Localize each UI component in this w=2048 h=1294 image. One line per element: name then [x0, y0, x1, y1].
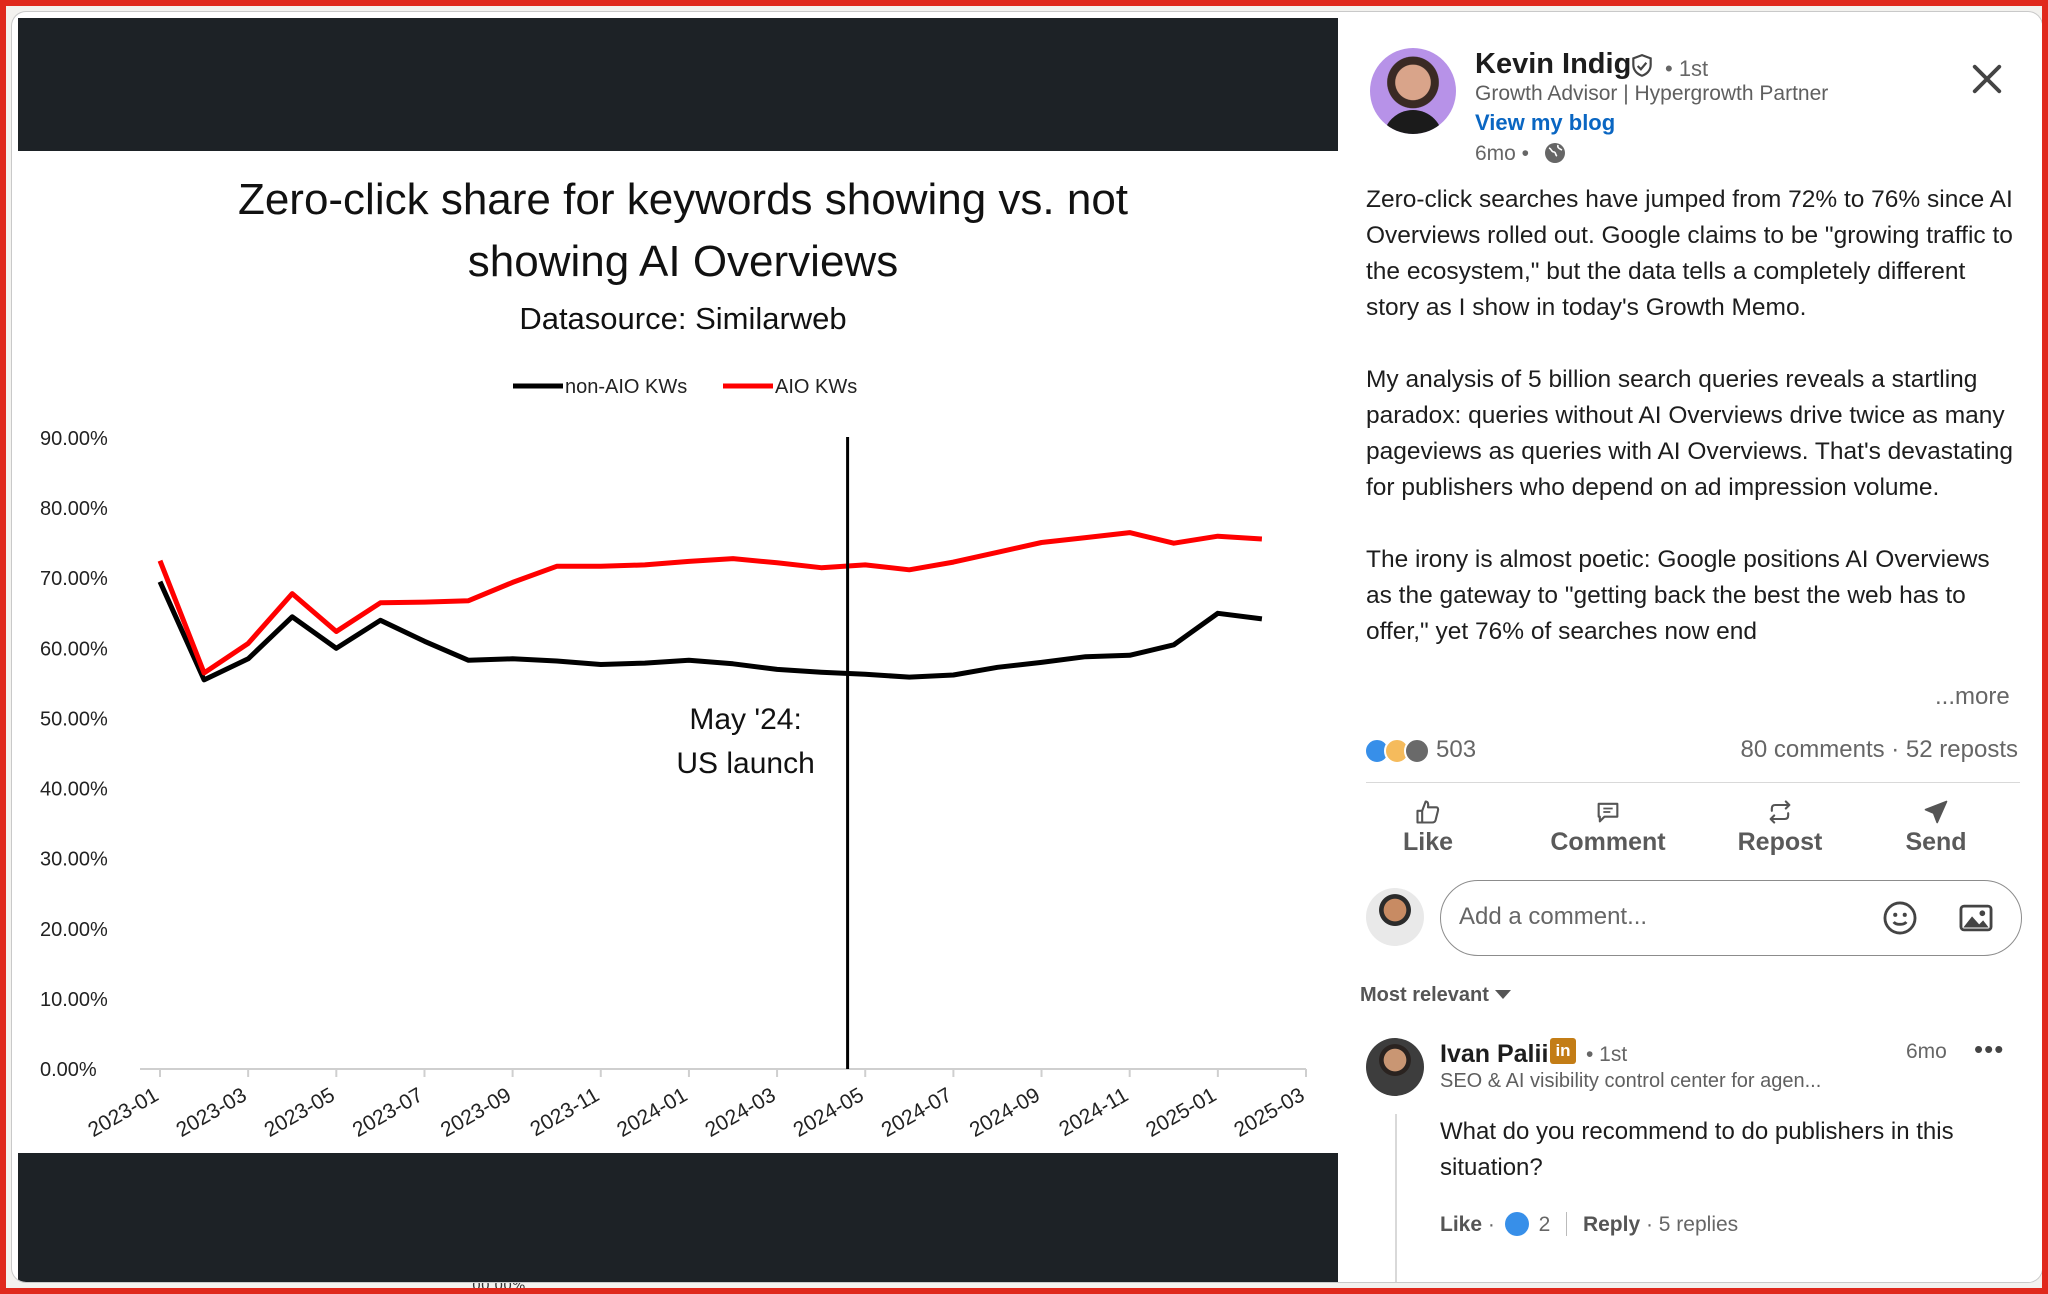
support-reaction-icon	[1404, 738, 1430, 764]
author-headline: Growth Advisor | Hypergrowth Partner	[1475, 82, 1829, 105]
repost-label: Repost	[1737, 828, 1823, 856]
x-tick-label: 2024-09	[966, 1083, 1044, 1141]
linkedin-premium-badge-icon: in	[1550, 1038, 1576, 1064]
y-tick-label: 90.00%	[40, 428, 108, 450]
repost-button[interactable]: Repost	[1720, 792, 1840, 872]
x-tick-label: 2025-01	[1142, 1083, 1220, 1141]
current-user-avatar	[1366, 888, 1424, 946]
chart-series	[157, 530, 1263, 683]
caret-down-icon	[1494, 990, 1511, 999]
x-tick-label: 2024-11	[1055, 1083, 1132, 1141]
chart-legend: non-AIO KWs AIO KWs	[513, 376, 857, 398]
like-reaction-icon	[1504, 1212, 1529, 1236]
post-media: Zero-click share for keywords showing vs…	[18, 18, 1338, 1282]
image-icon[interactable]	[1957, 899, 1995, 937]
chart-subtitle: Datasource: Similarweb	[519, 301, 846, 336]
post-panel: Kevin Indig • 1st Growth Advisor | Hyper…	[1338, 18, 2042, 1282]
x-tick-label: 2023-03	[172, 1083, 250, 1141]
comment-reply-button[interactable]: Reply	[1582, 1213, 1641, 1236]
y-tick-label: 10.00%	[40, 989, 108, 1011]
divider	[1566, 1212, 1568, 1236]
reaction-count: 503	[1436, 736, 1477, 763]
globe-icon	[1545, 143, 1565, 163]
zero-click-chart: Zero-click share for keywords showing vs…	[40, 175, 1309, 1142]
legend-label: AIO KWs	[775, 376, 857, 398]
comment-button[interactable]: Comment	[1518, 792, 1698, 872]
comment-like-count: 2	[1538, 1213, 1551, 1236]
like-label: Like	[1402, 828, 1454, 856]
commenter-headline: SEO & AI visibility control center for a…	[1440, 1070, 1822, 1092]
series-line	[157, 580, 1263, 683]
see-more-link[interactable]: ...more	[1931, 683, 2010, 711]
x-tick-label: 2023-07	[349, 1083, 427, 1141]
like-button[interactable]: Like	[1378, 792, 1478, 872]
comment-replies-count[interactable]: · 5 replies	[1645, 1213, 1739, 1236]
commenter-degree: • 1st	[1586, 1043, 1628, 1066]
annotation-label: May '24:	[689, 703, 801, 736]
media-letterbox-top	[18, 18, 1338, 151]
send-button[interactable]: Send	[1886, 792, 1986, 872]
backdrop-text: 00.00%	[472, 1278, 526, 1294]
chart-image: Zero-click share for keywords showing vs…	[18, 151, 1338, 1153]
y-tick-label: 20.00%	[40, 919, 108, 941]
post-body-text: Zero-click searches have jumped from 72%…	[1366, 186, 2013, 645]
x-tick-label: 2025-03	[1230, 1083, 1308, 1141]
comment-input[interactable]: Add a comment...	[1440, 880, 2022, 956]
chart-title-line: Zero-click share for keywords showing vs…	[238, 175, 1128, 224]
x-tick-label: 2023-05	[261, 1083, 339, 1141]
speech-bubble-icon	[1597, 802, 1619, 823]
x-tick-label: 2023-11	[526, 1083, 603, 1141]
emoji-icon[interactable]	[1881, 899, 1919, 937]
divider	[1366, 782, 2020, 783]
y-tick-label: 80.00%	[40, 498, 108, 520]
comment-more-options-icon[interactable]: •••	[1974, 1034, 2005, 1064]
comment-text: What do you recommend to do publishers i…	[1440, 1118, 1954, 1181]
sort-label: Most relevant	[1360, 984, 1489, 1006]
y-tick-label: 50.00%	[40, 708, 108, 730]
chart-annotation: May '24: US launch	[676, 437, 850, 1069]
y-tick-label: 70.00%	[40, 568, 108, 590]
y-tick-label: 40.00%	[40, 779, 108, 801]
comment-actions: Like · 2 Reply · 5 replies	[1440, 1212, 1738, 1237]
chart-title-line: showing AI Overviews	[468, 237, 898, 286]
author-degree: • 1st	[1665, 56, 1709, 81]
repost-icon	[1769, 800, 1791, 824]
x-tick-label: 2024-03	[701, 1083, 779, 1141]
comment-dot: ·	[1487, 1213, 1495, 1236]
comment-timestamp: 6mo	[1906, 1040, 1947, 1063]
x-tick-label: 2024-07	[878, 1083, 956, 1141]
x-tick-label: 2023-01	[84, 1083, 162, 1141]
author-name[interactable]: Kevin Indig	[1475, 48, 1632, 80]
commenter-name[interactable]: Ivan Palii	[1440, 1040, 1549, 1068]
comment-like-button[interactable]: Like	[1440, 1213, 1483, 1236]
y-tick-label: 30.00%	[40, 849, 108, 871]
view-blog-link[interactable]: View my blog	[1475, 110, 1616, 135]
series-line	[157, 530, 1263, 676]
thread-line	[1395, 1114, 1397, 1282]
y-tick-label: 0.00%	[40, 1059, 97, 1081]
commenter-avatar[interactable]	[1366, 1038, 1424, 1096]
annotation-label: US launch	[676, 747, 814, 780]
paper-plane-icon	[1924, 800, 1948, 824]
verified-shield-icon	[1632, 54, 1652, 77]
comment-label: Comment	[1550, 828, 1666, 856]
x-tick-label: 2023-09	[437, 1083, 515, 1141]
post-timestamp: 6mo •	[1475, 142, 1530, 165]
x-tick-label: 2024-01	[613, 1083, 691, 1141]
thumbs-up-icon	[1416, 800, 1440, 824]
legend-label: non-AIO KWs	[565, 376, 687, 398]
post-modal: Zero-click share for keywords showing vs…	[12, 12, 2042, 1282]
comment-placeholder: Add a comment...	[1459, 903, 1648, 930]
x-tick-label: 2024-05	[789, 1083, 867, 1141]
engagement-counts[interactable]: 80 comments · 52 reposts	[1740, 736, 2018, 763]
send-label: Send	[1905, 828, 1967, 856]
y-tick-label: 60.00%	[40, 638, 108, 660]
sort-comments-dropdown[interactable]: Most relevant	[1360, 984, 1511, 1007]
author-avatar[interactable]	[1370, 48, 1456, 134]
close-icon[interactable]	[1966, 58, 2008, 100]
